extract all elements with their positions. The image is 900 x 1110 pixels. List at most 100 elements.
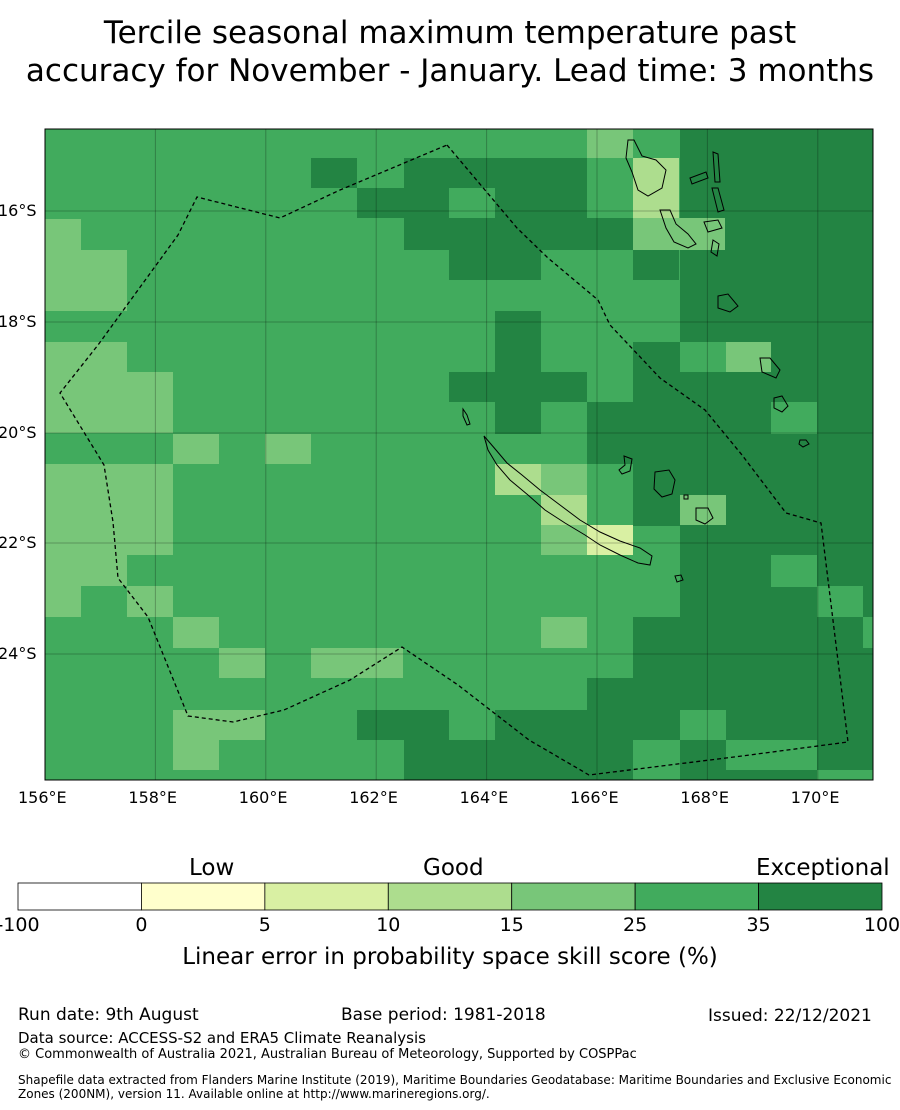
skill-cell (173, 617, 219, 648)
colorbar-label: Linear error in probability space skill … (182, 944, 718, 970)
map-title: Tercile seasonal maximum temperature pas… (0, 14, 900, 90)
latitude-tick-label: 22°S (0, 533, 37, 552)
skill-cell (265, 434, 311, 464)
latitude-tick-label: 18°S (0, 312, 37, 331)
skill-cell (817, 770, 873, 780)
maewo-coast (712, 151, 721, 183)
colorbar-tick-label: -100 (0, 914, 40, 936)
skill-cell (311, 648, 403, 678)
skill-cell (404, 158, 587, 188)
skill-cell (404, 740, 587, 780)
colorbar-tick-label: 5 (258, 914, 271, 936)
skill-cell (633, 158, 679, 218)
colorbar-tick-label: 100 (863, 914, 900, 936)
colorbar-segment (141, 882, 266, 911)
colorbar-segment (511, 882, 636, 911)
isle-of-pines-coast (674, 574, 684, 583)
skill-cell (680, 710, 726, 740)
malakula-coast (659, 209, 697, 249)
skill-cell (449, 250, 541, 280)
skill-cell (449, 372, 587, 402)
efate-coast (717, 293, 739, 313)
skill-cell (173, 740, 219, 770)
espiritu-santo-coast (625, 139, 667, 197)
run-date: Run date: 9th August (18, 1005, 199, 1025)
skill-cell (587, 129, 633, 158)
skill-cell (680, 495, 726, 525)
skill-cell (726, 342, 771, 372)
base-period: Base period: 1981-2018 (341, 1005, 546, 1025)
latitude-tick-label: 20°S (0, 423, 37, 442)
longitude-tick-label: 170°E (790, 788, 840, 807)
skill-cell (633, 464, 680, 526)
title-line-1: Tercile seasonal maximum temperature pas… (103, 15, 797, 51)
skill-cell (633, 250, 679, 280)
skill-grid (45, 129, 873, 780)
erromango-coast (759, 357, 781, 379)
skill-cell (495, 188, 587, 218)
colorbar-category-good: Good (423, 855, 484, 881)
skill-cell (817, 586, 863, 617)
longitude-tick-label: 160°E (238, 788, 288, 807)
skill-cell (495, 402, 541, 434)
map-frame (44, 128, 874, 781)
data-source: Data source: ACCESS-S2 and ERA5 Climate … (18, 1029, 426, 1047)
lifou-coast (653, 469, 676, 498)
tanna-coast (773, 395, 789, 413)
longitude-tick-label: 158°E (128, 788, 178, 807)
skill-cell (45, 555, 127, 586)
skill-cell (45, 342, 127, 373)
shapefile-credit-1: Shapefile data extracted from Flanders M… (18, 1073, 892, 1087)
colorbar-segment (634, 882, 759, 911)
skill-cell (45, 586, 81, 617)
skill-cell (45, 464, 173, 555)
skill-cell (45, 219, 81, 250)
skill-cell (541, 464, 587, 495)
skill-cell (633, 342, 680, 402)
skill-cell (587, 464, 633, 526)
colorbar-tick-label: 15 (499, 914, 524, 936)
skill-cell (771, 402, 817, 434)
skill-cell (633, 555, 680, 617)
colorbar-segment (17, 882, 142, 911)
skill-cell (311, 158, 357, 188)
skill-cell (726, 740, 817, 770)
pentecost-coast (711, 187, 725, 213)
skill-cell (404, 218, 633, 250)
skill-cell (357, 188, 449, 218)
skill-cell (587, 740, 633, 780)
skill-cell (173, 710, 265, 740)
skill-cell (495, 464, 541, 495)
ambrym-coast (703, 219, 723, 233)
mare-coast (695, 507, 714, 525)
copyright-note: © Commonwealth of Australia 2021, Austra… (18, 1047, 637, 1062)
colorbar-segment (387, 882, 513, 911)
latitude-tick-label: 16°S (0, 201, 37, 220)
skill-cell (771, 555, 817, 587)
aneityum-coast (798, 439, 810, 448)
skill-cell (633, 617, 680, 678)
skill-cell (173, 434, 219, 464)
skill-cell (495, 311, 541, 372)
new-caledonia-coast (483, 435, 653, 566)
ouvea-coast (618, 455, 633, 475)
eez-boundary (59, 144, 849, 776)
longitude-tick-label: 166°E (570, 788, 619, 807)
skill-cell (127, 586, 173, 617)
colorbar-category-exceptional: Exceptional (756, 855, 890, 881)
skill-cell (587, 678, 680, 740)
skill-cell (45, 372, 173, 433)
skill-cell (633, 218, 725, 250)
colorbar-segment (264, 882, 389, 911)
epi-coast (710, 239, 720, 257)
longitude-tick-label: 156°E (18, 788, 67, 807)
skill-cell (45, 250, 127, 311)
skill-cell (541, 617, 587, 648)
colorbar-tick-label: 0 (135, 914, 148, 936)
title-line-2: accuracy for November - January. Lead ti… (25, 53, 875, 89)
shapefile-credit-2: Zones (200NM), version 11. Available onl… (18, 1087, 490, 1101)
skill-cell (863, 617, 873, 648)
colorbar (17, 882, 883, 911)
skill-cell (219, 648, 265, 678)
